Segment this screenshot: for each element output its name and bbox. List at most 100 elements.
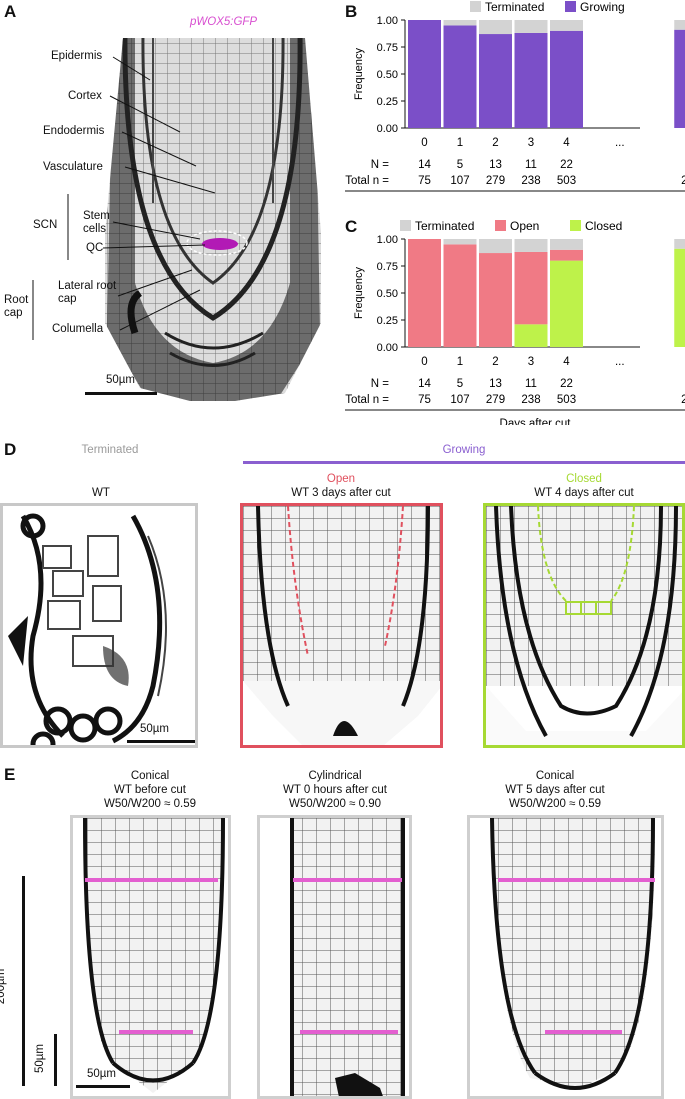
total-value: 249 [681, 175, 685, 187]
label-wt: WT [92, 487, 110, 499]
bar-terminated-4 [550, 20, 583, 31]
bar-terminated-1 [443, 20, 477, 26]
scale-label-a: 50µm [106, 374, 135, 386]
e2-condition: WT 0 hours after cut [283, 784, 387, 796]
scale-bar-50-horizontal [76, 1085, 130, 1088]
total-value: 75 [418, 175, 431, 187]
bar-terminated-1 [443, 239, 477, 245]
x-tick-label: 4 [563, 356, 570, 368]
y-tick-label: 0.50 [377, 288, 398, 300]
n-row-label: N = [371, 378, 390, 390]
total-value: 503 [557, 175, 576, 187]
panel-a-leaders [32, 56, 216, 340]
legend-label-closed: Closed [585, 219, 622, 233]
legend-label-terminated: Terminated [415, 219, 474, 233]
y-axis-title: Frequency [353, 48, 365, 100]
growing-bar [243, 461, 685, 464]
bar-growing-7 [674, 29, 685, 128]
label-wt-4days: WT 4 days after cut [534, 487, 634, 499]
bar-open-3 [514, 251, 548, 325]
bar-closed-3 [514, 324, 548, 347]
x-tick-label: 0 [421, 356, 427, 368]
bar-growing-1 [443, 25, 477, 128]
y-tick-label: 1.00 [377, 234, 398, 246]
n-value: 14 [418, 378, 431, 390]
label-epidermis: Epidermis [51, 50, 103, 62]
total-row-label: Total n = [345, 394, 389, 406]
micrograph-d-open [240, 503, 443, 748]
x-tick-label: 2 [492, 137, 498, 149]
legend-swatch-open [495, 220, 506, 231]
scale-label-d: 50µm [140, 723, 169, 735]
x-tick-label: 2 [492, 356, 498, 368]
label-terminated-d: Terminated [81, 444, 139, 456]
micrograph-e-before-cut [70, 815, 231, 1099]
legend-swatch-terminated [400, 220, 411, 231]
scale-bar-50-vertical [54, 1034, 57, 1086]
panel-label-e: E [4, 765, 16, 784]
y-tick-label: 0.00 [377, 123, 398, 135]
scale-label-50-vertical: 50µm [34, 1044, 46, 1073]
x-tick-label: ... [615, 356, 625, 368]
panel-label-b: B [345, 2, 358, 21]
total-value: 107 [450, 394, 469, 406]
legend-swatch-closed [570, 220, 581, 231]
y-tick-label: 0.25 [377, 96, 398, 108]
n-value: 5 [457, 159, 463, 171]
e1-shape: Conical [130, 770, 170, 782]
label-growing-d: Growing [442, 444, 486, 456]
panel-label-a: A [4, 2, 17, 21]
legend-label-growing: Growing [580, 0, 625, 14]
y-tick-label: 0.25 [377, 315, 398, 327]
total-row-label: Total n = [345, 175, 389, 187]
total-value: 279 [486, 394, 505, 406]
chart-c: Terminated Open Closed 1.00 0.75 0.50 0.25 0.00… [345, 219, 685, 425]
scale-bar-200 [22, 876, 25, 1086]
y-tick-label: 0.75 [377, 261, 398, 273]
x-tick-label: 4 [563, 137, 570, 149]
label-stem-cells: Stem cells [83, 210, 110, 235]
scale-label-50-horizontal: 50µm [87, 1068, 116, 1080]
e2-ratio: W50/W200 ≈ 0.90 [289, 798, 381, 810]
legend-swatch-growing [565, 1, 576, 12]
bar-terminated-3 [514, 20, 548, 33]
bar-terminated-3 [514, 239, 548, 252]
label-closed: Closed [566, 473, 602, 485]
n-value: 11 [525, 378, 537, 390]
label-cortex: Cortex [68, 90, 102, 102]
micrograph-e-0h-cut [257, 815, 412, 1099]
total-value: 249 [681, 394, 685, 406]
micrograph-d-closed [483, 503, 685, 748]
bar-growing-3 [514, 32, 548, 128]
n-value: 13 [489, 159, 502, 171]
e1-ratio: W50/W200 ≈ 0.59 [104, 798, 196, 810]
label-qc: QC [86, 242, 104, 254]
x-tick-label: 3 [528, 356, 534, 368]
e1-condition: WT before cut [113, 784, 186, 796]
y-tick-label: 1.00 [377, 15, 398, 27]
legend-label-open: Open [510, 219, 539, 233]
label-vasculature: Vasculature [43, 161, 103, 173]
y-tick-label: 0.00 [377, 342, 398, 354]
chart-b: Terminated Growing 1.00 0.75 0.50 0.25 0.00 Fre… [345, 0, 685, 192]
bar-closed-7 [674, 248, 685, 347]
e3-condition: WT 5 days after cut [505, 784, 605, 796]
gfp-label: pWOX5:GFP [190, 16, 258, 28]
n-value: 22 [560, 159, 573, 171]
panel-label-d: D [4, 440, 17, 459]
bar-growing-0 [408, 20, 441, 128]
total-value: 503 [557, 394, 576, 406]
legend-label-terminated: Terminated [485, 0, 544, 14]
total-value: 279 [486, 175, 505, 187]
label-wt-3days: WT 3 days after cut [291, 487, 391, 499]
y-axis-title: Frequency [353, 267, 365, 319]
total-value: 75 [418, 394, 431, 406]
bar-open-1 [443, 244, 477, 347]
bar-growing-2 [479, 34, 512, 128]
label-scn: SCN [33, 219, 58, 231]
legend-swatch-terminated [470, 1, 481, 12]
bar-terminated-2 [479, 20, 512, 35]
label-lateral-root-cap: Lateral root cap [58, 280, 117, 305]
bar-growing-4 [550, 30, 583, 128]
scale-bar-d [127, 740, 195, 743]
